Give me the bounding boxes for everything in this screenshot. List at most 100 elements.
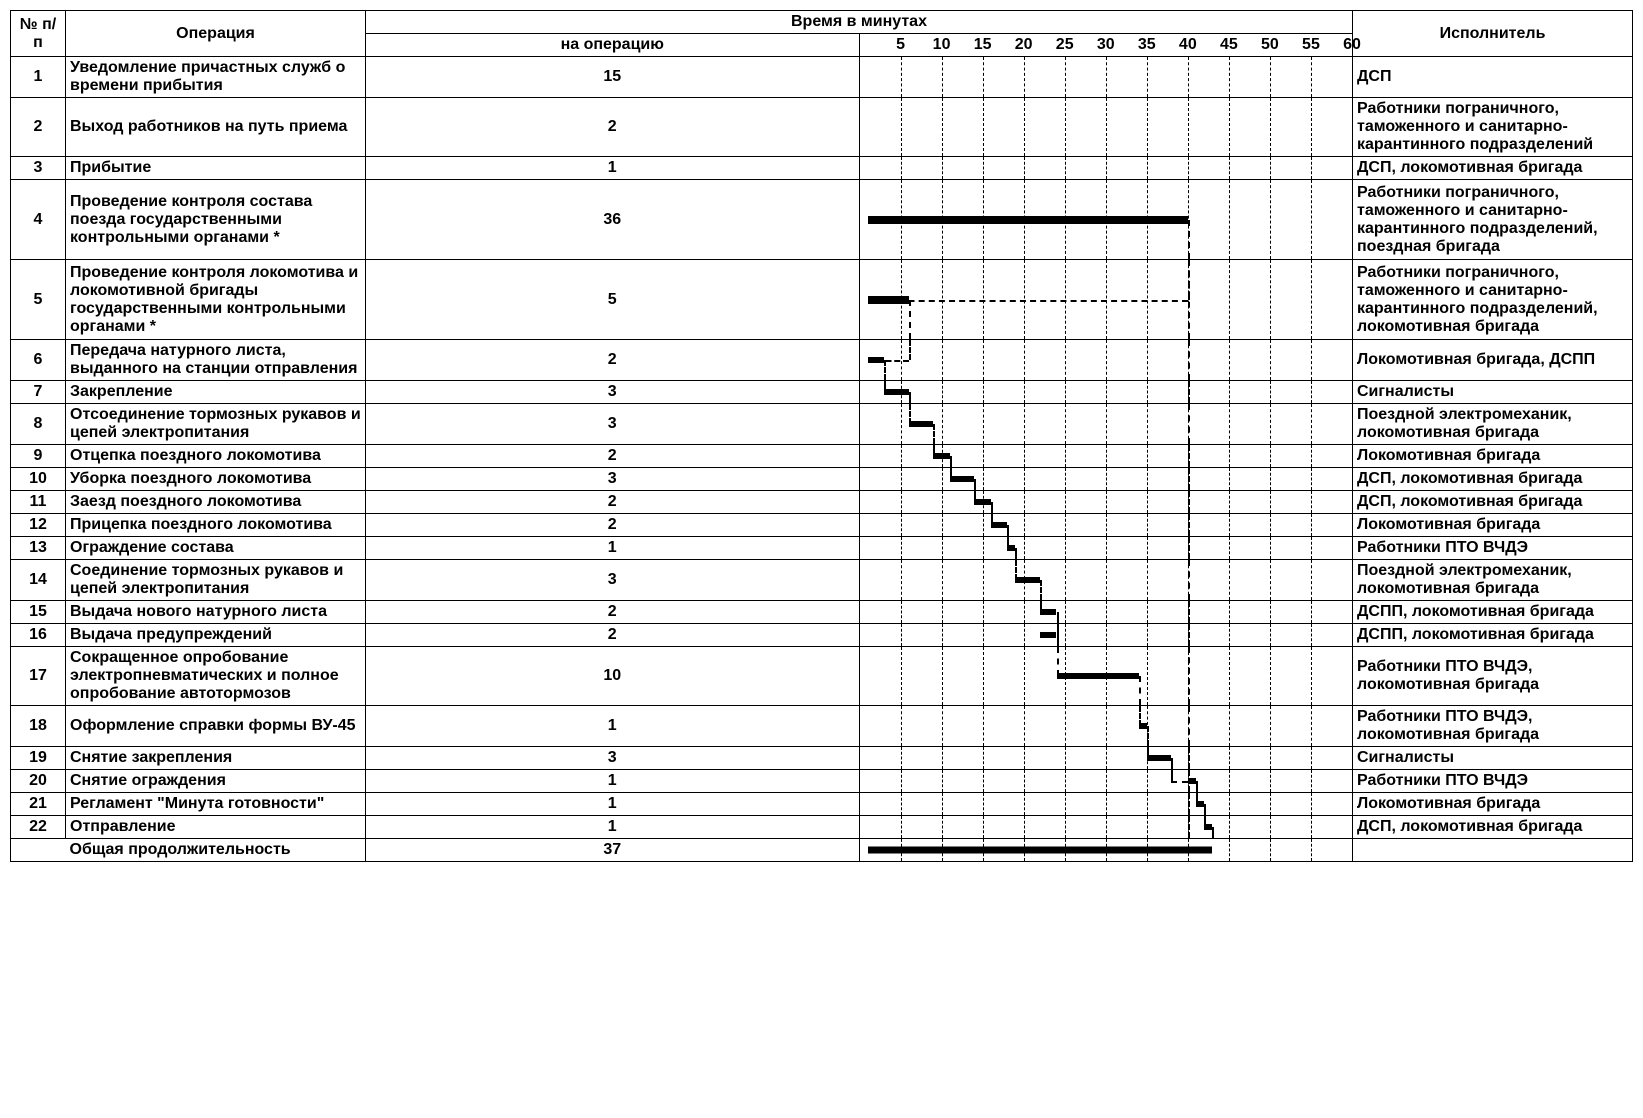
row-duration: 1 xyxy=(366,793,860,816)
row-gantt xyxy=(859,770,1353,793)
row-operation: Регламент "Минута готовности" xyxy=(66,793,366,816)
gantt-bar xyxy=(1040,609,1056,615)
table-row: 8Отсоединение тормозных рукавов и цепей … xyxy=(11,404,1633,445)
row-duration: 3 xyxy=(366,747,860,770)
header-timeline: 51015202530354045505560 xyxy=(859,34,1353,57)
row-executor: Работники ПТО ВЧДЭ, локомотивная бригада xyxy=(1353,706,1633,747)
row-operation: Уведомление причастных служб о времени п… xyxy=(66,57,366,98)
row-duration: 2 xyxy=(366,491,860,514)
row-executor: Работники ПТО ВЧДЭ xyxy=(1353,770,1633,793)
row-duration: 5 xyxy=(366,260,860,340)
row-operation: Снятие ограждения xyxy=(66,770,366,793)
footer-label: Общая продолжительность xyxy=(66,839,366,862)
row-executor: ДСП, локомотивная бригада xyxy=(1353,468,1633,491)
row-gantt xyxy=(859,381,1353,404)
table-row: 9Отцепка поездного локомотива2Локомотивн… xyxy=(11,445,1633,468)
row-gantt xyxy=(859,560,1353,601)
table-row: 13Ограждение состава1Работники ПТО ВЧДЭ xyxy=(11,537,1633,560)
row-num: 22 xyxy=(11,816,66,839)
gantt-bar xyxy=(884,389,909,395)
table-row: 6Передача натурного листа, выданного на … xyxy=(11,340,1633,381)
row-num: 2 xyxy=(11,98,66,157)
row-operation: Закрепление xyxy=(66,381,366,404)
header-operation: Операция xyxy=(66,11,366,57)
row-num: 21 xyxy=(11,793,66,816)
table-row: 5Проведение контроля локомотива и локомо… xyxy=(11,260,1633,340)
row-operation: Ограждение состава xyxy=(66,537,366,560)
row-executor: Работники ПТО ВЧДЭ xyxy=(1353,537,1633,560)
row-num: 7 xyxy=(11,381,66,404)
gantt-bar xyxy=(1015,577,1040,583)
table-row: 11Заезд поездного локомотива2 ДСП, локомо… xyxy=(11,491,1633,514)
row-gantt xyxy=(859,468,1353,491)
row-gantt xyxy=(859,340,1353,381)
row-executor: Сигналисты xyxy=(1353,747,1633,770)
row-gantt xyxy=(859,624,1353,647)
row-gantt xyxy=(859,647,1353,706)
row-gantt xyxy=(859,601,1353,624)
header-executor: Исполнитель xyxy=(1353,11,1633,57)
table-row: 3Прибытие1ДСП, локомотивная бригада xyxy=(11,157,1633,180)
row-num: 20 xyxy=(11,770,66,793)
row-executor: ДСПП, локомотивная бригада xyxy=(1353,601,1633,624)
row-gantt xyxy=(859,180,1353,260)
table-row: 4Проведение контроля состава поезда госу… xyxy=(11,180,1633,260)
row-operation: Проведение контроля локомотива и локомот… xyxy=(66,260,366,340)
row-num: 6 xyxy=(11,340,66,381)
header-num: № п/п xyxy=(11,11,66,57)
row-gantt xyxy=(859,491,1353,514)
row-operation: Прибытие xyxy=(66,157,366,180)
footer-duration: 37 xyxy=(366,839,860,862)
row-executor: ДСП, локомотивная бригада xyxy=(1353,816,1633,839)
row-executor: Локомотивная бригада, ДСПП xyxy=(1353,340,1633,381)
row-executor: Работники пограничного, таможенного и са… xyxy=(1353,260,1633,340)
table-row: 12Прицепка поездного локомотива2Локомоти… xyxy=(11,514,1633,537)
row-num: 18 xyxy=(11,706,66,747)
row-executor: Работники пограничного, таможенного и са… xyxy=(1353,98,1633,157)
row-gantt xyxy=(859,793,1353,816)
row-duration: 15 xyxy=(366,57,860,98)
row-operation: Отсоединение тормозных рукавов и цепей э… xyxy=(66,404,366,445)
row-num: 19 xyxy=(11,747,66,770)
row-operation: Прицепка поездного локомотива xyxy=(66,514,366,537)
row-duration: 10 xyxy=(366,647,860,706)
row-duration: 1 xyxy=(366,537,860,560)
gantt-bar xyxy=(868,216,1188,224)
row-num: 17 xyxy=(11,647,66,706)
row-duration: 3 xyxy=(366,468,860,491)
row-duration: 2 xyxy=(366,624,860,647)
row-duration: 36 xyxy=(366,180,860,260)
row-executor: ДСП, локомотивная бригада xyxy=(1353,491,1633,514)
row-num: 12 xyxy=(11,514,66,537)
row-executor: Локомотивная бригада xyxy=(1353,793,1633,816)
row-num: 10 xyxy=(11,468,66,491)
gantt-bar xyxy=(1147,755,1172,761)
row-operation: Оформление справки формы ВУ-45 xyxy=(66,706,366,747)
row-operation: Снятие закрепления xyxy=(66,747,366,770)
row-executor: ДСП xyxy=(1353,57,1633,98)
row-num: 5 xyxy=(11,260,66,340)
row-operation: Заезд поездного локомотива xyxy=(66,491,366,514)
gantt-bar xyxy=(974,499,990,505)
row-duration: 2 xyxy=(366,340,860,381)
row-executor: Поездной электромеханик, локомотивная бр… xyxy=(1353,560,1633,601)
row-operation: Отправление xyxy=(66,816,366,839)
row-num: 11 xyxy=(11,491,66,514)
row-num: 14 xyxy=(11,560,66,601)
row-operation: Уборка поездного локомотива xyxy=(66,468,366,491)
table-row: 18Оформление справки формы ВУ-451Работни… xyxy=(11,706,1633,747)
row-gantt xyxy=(859,404,1353,445)
gantt-bar xyxy=(909,421,934,427)
row-executor: Работники пограничного, таможенного и са… xyxy=(1353,180,1633,260)
row-num: 8 xyxy=(11,404,66,445)
header-time-group: Время в минутах xyxy=(366,11,1353,34)
row-num: 4 xyxy=(11,180,66,260)
row-operation: Передача натурного листа, выданного на с… xyxy=(66,340,366,381)
gantt-bar xyxy=(1057,673,1139,679)
row-duration: 2 xyxy=(366,514,860,537)
row-duration: 2 xyxy=(366,98,860,157)
row-duration: 1 xyxy=(366,816,860,839)
table-row: 21Регламент "Минута готовности"1 Локомоти… xyxy=(11,793,1633,816)
row-operation: Отцепка поездного локомотива xyxy=(66,445,366,468)
gantt-bar xyxy=(933,453,949,459)
